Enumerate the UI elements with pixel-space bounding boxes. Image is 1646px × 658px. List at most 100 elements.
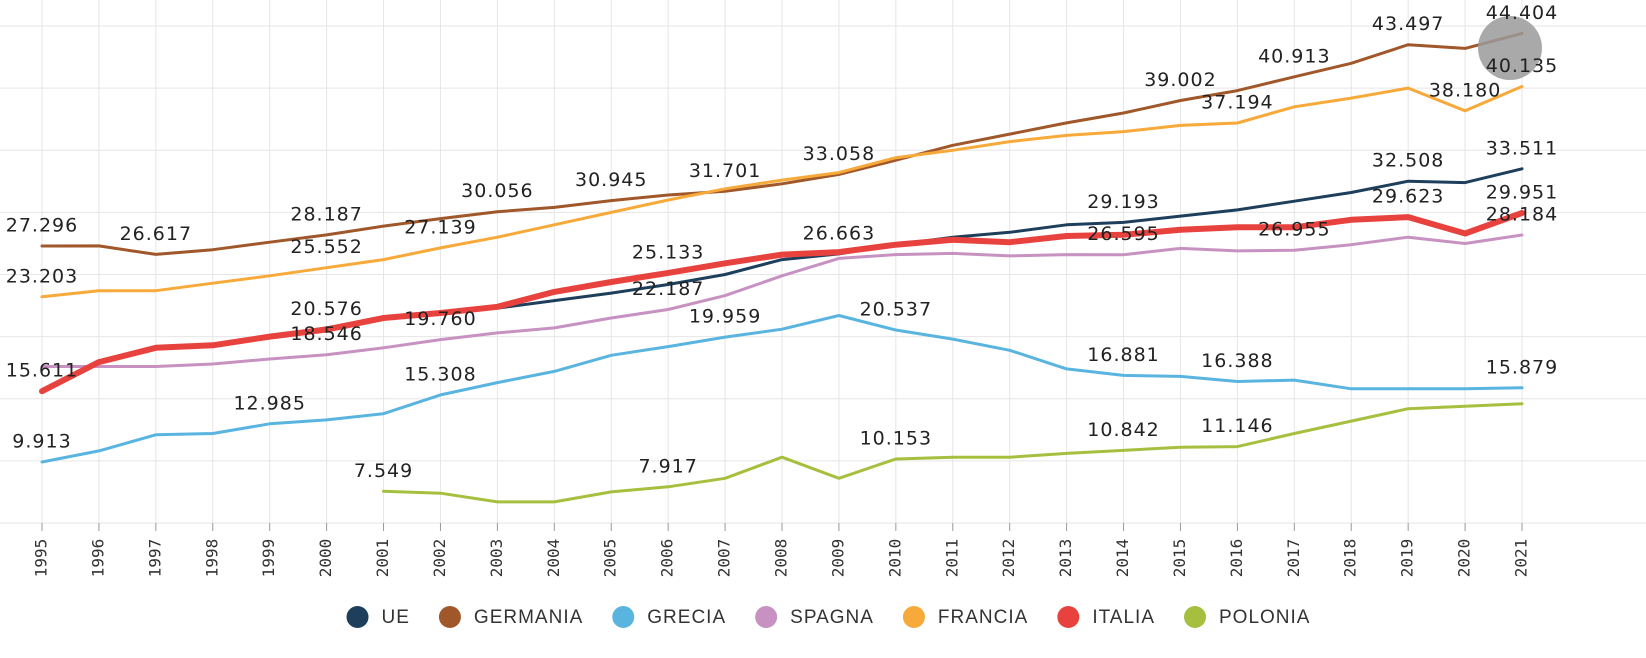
series-line [40, 85, 1524, 299]
data-label: 20.576 [290, 298, 362, 320]
data-label: 25.552 [290, 236, 362, 258]
legend-swatch [1184, 606, 1206, 628]
hover-indicator [1478, 16, 1542, 80]
legend-label: GERMANIA [474, 607, 583, 628]
lines [39, 31, 1525, 504]
series-line [40, 31, 1524, 256]
x-tick-label: 1997 [145, 539, 164, 578]
data-label: 28.187 [290, 203, 362, 225]
legend-item: POLONIA [1184, 606, 1310, 628]
legend-label: FRANCIA [938, 607, 1028, 628]
data-label: 25.133 [632, 241, 704, 263]
data-label: 27.139 [404, 216, 476, 238]
legend-item: GERMANIA [438, 606, 583, 628]
data-label: 26.617 [120, 223, 192, 245]
data-label: 38.180 [1429, 79, 1501, 101]
data-label: 40.135 [1486, 55, 1558, 77]
data-label: 18.546 [290, 323, 362, 345]
x-tick-label: 2012 [999, 539, 1018, 578]
series-line [39, 210, 1525, 395]
data-label: 26.595 [1087, 223, 1159, 245]
x-tick-label: 2002 [430, 539, 449, 578]
data-label: 44.404 [1486, 2, 1558, 24]
data-label: 10.153 [860, 427, 932, 449]
x-axis: 1995 1996 1997 1998 1999 2000 2001 2002 2003 2004… [32, 523, 1531, 577]
series-line [40, 314, 1524, 464]
legend-label: GRECIA [647, 607, 726, 628]
legend-swatch [1057, 606, 1080, 628]
data-label: 7.917 [638, 455, 697, 477]
series-line [40, 233, 1524, 368]
data-label: 16.881 [1087, 344, 1159, 366]
x-tick-label: 2007 [715, 539, 734, 578]
data-label: 39.002 [1144, 69, 1216, 91]
legend-label: UE [382, 607, 410, 628]
x-tick-label: 2006 [658, 539, 677, 578]
data-label: 26.955 [1258, 219, 1330, 241]
legend: UE GERMANIA GRECIA SPAGNA FRANCIA ITALIA POLON… [346, 606, 1310, 628]
x-tick-label: 1999 [259, 539, 278, 578]
x-tick-label: 2019 [1398, 539, 1417, 578]
data-label: 26.663 [803, 222, 875, 244]
x-tick-label: 2021 [1512, 539, 1531, 578]
legend-swatch [902, 606, 925, 628]
data-label: 40.913 [1258, 45, 1330, 67]
data-label: 12.985 [233, 392, 305, 414]
data-label: 33.511 [1486, 137, 1558, 159]
data-label: 7.549 [354, 460, 413, 482]
data-label: 30.945 [575, 169, 647, 191]
legend-item: SPAGNA [755, 606, 874, 628]
legend-label: POLONIA [1219, 607, 1310, 628]
legend-swatch [346, 606, 369, 628]
x-tick-label: 2014 [1113, 539, 1132, 578]
legend-item: GRECIA [612, 606, 726, 628]
data-label: 30.056 [461, 180, 533, 202]
x-tick-label: 2003 [487, 539, 506, 578]
data-label: 29.951 [1486, 181, 1558, 203]
data-label: 9.913 [12, 430, 71, 452]
x-tick-label: 2015 [1170, 539, 1189, 578]
x-tick-label: 2013 [1056, 539, 1075, 578]
grid [0, 0, 1646, 524]
legend-item: UE [346, 606, 410, 628]
x-tick-label: 2016 [1227, 539, 1246, 578]
data-label: 22.187 [632, 278, 704, 300]
x-tick-label: 2001 [373, 539, 392, 578]
data-label: 15.611 [6, 360, 78, 382]
data-label: 28.184 [1486, 203, 1558, 225]
x-tick-label: 2020 [1455, 539, 1474, 578]
data-label: 15.879 [1486, 356, 1558, 378]
data-label: 33.058 [803, 143, 875, 165]
x-tick-label: 2008 [772, 539, 791, 578]
data-label: 37.194 [1201, 92, 1273, 114]
data-label: 27.296 [6, 214, 78, 236]
data-label: 19.760 [404, 308, 476, 330]
data-label: 15.308 [404, 363, 476, 385]
data-label: 43.497 [1372, 13, 1444, 35]
x-tick-label: 2011 [942, 539, 961, 578]
legend-label: SPAGNA [790, 607, 874, 628]
x-tick-label: 2009 [828, 539, 847, 578]
data-label: 19.959 [689, 306, 761, 328]
legend-swatch [755, 606, 778, 628]
x-tick-label: 2005 [601, 539, 620, 578]
data-label: 23.203 [6, 265, 78, 287]
x-tick-label: 1995 [32, 539, 51, 578]
x-tick-label: 1998 [202, 539, 221, 578]
legend-label: ITALIA [1092, 607, 1155, 628]
data-label: 29.623 [1372, 186, 1444, 208]
data-label: 20.537 [860, 298, 932, 320]
data-labels: 26.663 29.193 32.508 33.511 27.296 26.617 28.1… [6, 2, 1558, 482]
data-label: 31.701 [689, 160, 761, 182]
x-tick-label: 2010 [885, 539, 904, 578]
x-tick-label: 2017 [1284, 539, 1303, 578]
series-line [382, 402, 1524, 504]
legend-swatch [438, 606, 461, 628]
data-label: 10.842 [1087, 419, 1159, 441]
legend-item: FRANCIA [902, 606, 1028, 628]
x-tick-label: 2000 [316, 539, 335, 578]
legend-item: ITALIA [1057, 606, 1155, 628]
data-label: 11.146 [1201, 415, 1273, 437]
data-label: 32.508 [1372, 150, 1444, 172]
